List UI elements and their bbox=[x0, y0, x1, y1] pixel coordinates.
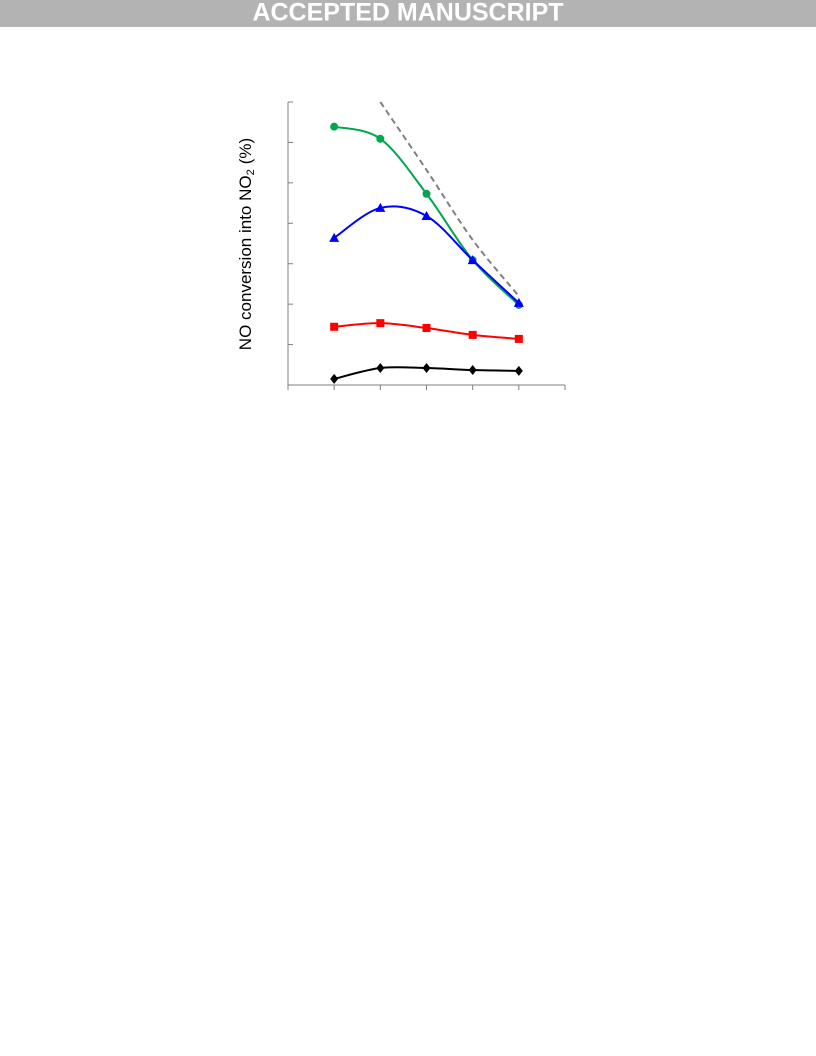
point bbox=[422, 323, 431, 332]
point bbox=[467, 255, 478, 265]
point bbox=[330, 322, 339, 331]
point bbox=[514, 365, 523, 376]
point bbox=[376, 363, 385, 374]
point bbox=[513, 297, 524, 307]
point bbox=[330, 122, 339, 131]
point bbox=[375, 202, 386, 212]
series-line bbox=[379, 101, 520, 297]
point bbox=[468, 365, 477, 376]
series-line bbox=[333, 205, 520, 304]
y-label-main: NO conversion into NO bbox=[236, 175, 255, 350]
y-label-unit: (%) bbox=[236, 138, 255, 164]
point bbox=[376, 134, 385, 143]
point bbox=[421, 211, 432, 221]
point bbox=[329, 232, 340, 242]
point bbox=[514, 334, 523, 343]
point bbox=[422, 189, 431, 198]
header-title: ACCEPTED MANUSCRIPT bbox=[252, 0, 563, 27]
y-axis-label: NO conversion into NO2 (%) bbox=[236, 138, 256, 350]
point bbox=[330, 373, 339, 384]
point bbox=[468, 330, 477, 339]
point bbox=[376, 319, 385, 328]
y-label-sub: 2 bbox=[245, 169, 257, 175]
header-bar bbox=[0, 0, 816, 27]
point bbox=[422, 363, 431, 374]
